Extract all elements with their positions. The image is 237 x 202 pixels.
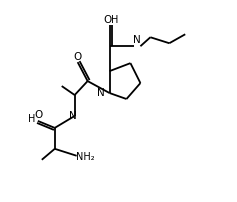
Text: H: H [28,114,36,124]
Text: H: H [111,15,118,25]
Text: O: O [35,110,43,120]
Text: N: N [133,35,141,45]
Text: NH₂: NH₂ [76,152,94,162]
Text: O: O [103,15,111,25]
Text: N: N [68,111,76,121]
Text: N: N [97,88,105,98]
Text: O: O [73,52,81,62]
